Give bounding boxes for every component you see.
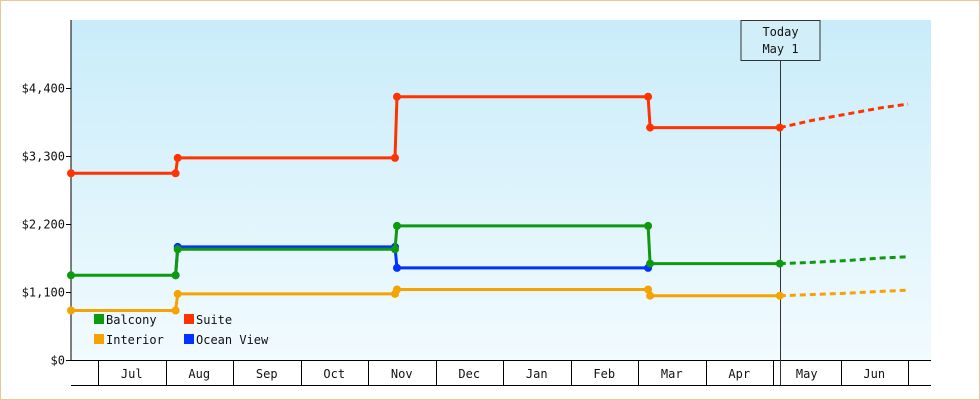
series-suite (67, 92, 909, 178)
data-point (391, 245, 399, 254)
y-tick-label: $3,300 (22, 150, 65, 164)
legend-item: Interior (94, 333, 164, 347)
y-tick-label: $1,100 (22, 286, 65, 300)
data-point (393, 92, 401, 101)
series-balcony (67, 221, 909, 280)
legend-swatch (94, 314, 104, 324)
forecast-line (779, 255, 909, 266)
plot-background (71, 20, 931, 360)
x-tick-label: Aug (188, 367, 210, 381)
x-tick-label: May (796, 367, 818, 381)
data-point (775, 291, 784, 300)
series-line (71, 224, 780, 277)
data-point (393, 221, 401, 230)
today-box (740, 20, 821, 61)
forecast-line (779, 288, 909, 298)
legend: Balcony Suite Interior Ocean View (94, 313, 269, 347)
legend-swatch (184, 314, 194, 324)
x-tick-label: Mar (661, 367, 683, 381)
data-point (644, 285, 653, 294)
y-tick-label: $0 (51, 354, 65, 368)
data-point (173, 245, 182, 254)
x-tick-label: Jan (526, 367, 548, 381)
data-point (775, 259, 784, 268)
data-point (171, 169, 180, 178)
legend-label: Interior (106, 333, 164, 347)
data-point (644, 92, 653, 101)
data-point (646, 291, 655, 300)
y-tick-label: $4,400 (22, 82, 65, 96)
legend-label: Ocean View (196, 333, 269, 347)
x-tick-label: Dec (458, 367, 480, 381)
x-tick-label: Nov (391, 367, 413, 381)
data-point (171, 271, 180, 280)
data-point (391, 153, 399, 162)
x-tick-label: Oct (323, 367, 345, 381)
data-point (173, 153, 182, 162)
x-axis: Jul Aug Sep Oct Nov Dec Jan Feb Mar Apr May Jun (71, 360, 931, 386)
data-point (173, 289, 182, 298)
data-point (171, 306, 180, 315)
legend-swatch (94, 334, 104, 344)
data-point (393, 285, 401, 294)
legend-item: Ocean View (184, 333, 269, 347)
legend-swatch (184, 334, 194, 344)
data-point (646, 123, 655, 132)
series-lines (67, 92, 909, 315)
x-tick-label: Feb (593, 367, 615, 381)
today-marker: Today May 1 (740, 20, 821, 385)
today-date: May 1 (762, 42, 798, 56)
x-tick-label: Sep (256, 367, 278, 381)
data-point (67, 271, 75, 280)
data-point (67, 169, 75, 178)
x-tick-label: Jul (121, 367, 143, 381)
y-tick-label: $2,200 (22, 218, 65, 232)
data-point (67, 306, 75, 315)
data-point (644, 221, 653, 230)
data-point (393, 263, 401, 272)
series-interior (67, 285, 909, 315)
x-tick-label: Apr (728, 367, 750, 381)
x-tick-label: Jun (863, 367, 885, 381)
today-label: Today (762, 25, 798, 39)
legend-item: Suite (184, 313, 232, 327)
data-point (775, 123, 784, 132)
data-point (646, 259, 655, 268)
y-axis: $0 $1,100 $2,200 $3,300 $4,400 (22, 20, 72, 368)
legend-item: Balcony (94, 313, 157, 327)
forecast-line (779, 102, 909, 130)
legend-label: Balcony (106, 313, 157, 327)
legend-label: Suite (196, 313, 232, 327)
